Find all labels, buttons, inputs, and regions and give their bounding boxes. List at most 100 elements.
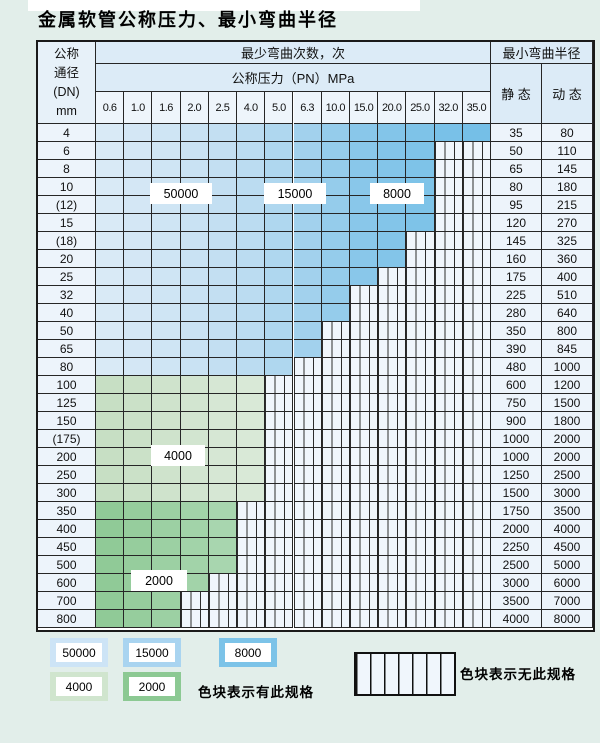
no-spec-cell (349, 574, 379, 592)
pressure-cell (180, 394, 209, 412)
no-spec-cell (378, 268, 407, 286)
static-cell: 65 (491, 160, 542, 178)
dynamic-cell: 1200 (542, 376, 593, 394)
pressure-cell (180, 556, 209, 574)
pressure-cell (265, 232, 294, 250)
pressure-cell (237, 358, 266, 376)
min-radius-header: 最小弯曲半径 (491, 42, 593, 64)
pressure-cell (96, 178, 125, 196)
pressure-cell (321, 142, 350, 160)
no-spec-cell (321, 376, 350, 394)
legend-no-spec-note: 色块表示无此规格 (460, 667, 576, 682)
no-spec-cell (434, 592, 463, 610)
pressure-cell (96, 448, 125, 466)
no-spec-cell (321, 520, 350, 538)
no-spec-cell (434, 268, 463, 286)
static-cell: 50 (491, 142, 542, 160)
pressure-cell (180, 124, 209, 142)
pressure-col-label: 0.6 (96, 92, 125, 124)
pressure-cell (237, 178, 266, 196)
no-spec-cell (208, 574, 238, 592)
scan-top-strip (28, 0, 420, 11)
no-spec-cell (378, 322, 407, 340)
no-spec-cell (462, 358, 491, 376)
pressure-cell (124, 142, 153, 160)
pressure-cell (293, 250, 322, 268)
pressure-cell (237, 484, 266, 502)
pressure-cell (265, 322, 294, 340)
pressure-cell (293, 322, 322, 340)
legend-no-spec-swatch (354, 652, 456, 696)
no-spec-cell (321, 556, 350, 574)
pressure-cell (293, 160, 322, 178)
no-spec-cell (378, 340, 407, 358)
dynamic-cell: 180 (542, 178, 593, 196)
no-spec-cell (406, 268, 435, 286)
pressure-cell (406, 214, 435, 232)
no-spec-cell (265, 412, 294, 430)
dn-cell: 450 (38, 538, 96, 556)
pressure-cell (96, 430, 125, 448)
pressure-cell (208, 142, 238, 160)
static-cell: 95 (491, 196, 542, 214)
pressure-cell (152, 484, 181, 502)
no-spec-cell (462, 214, 491, 232)
no-spec-cell (462, 340, 491, 358)
legend-swatch: 2000 (123, 672, 181, 701)
no-spec-cell (434, 556, 463, 574)
no-spec-cell (378, 412, 407, 430)
pressure-cell (237, 466, 266, 484)
no-spec-cell (406, 556, 435, 574)
dynamic-cell: 510 (542, 286, 593, 304)
pressure-cell (152, 268, 181, 286)
no-spec-cell (434, 358, 463, 376)
no-spec-cell (378, 610, 407, 628)
dynamic-cell: 1800 (542, 412, 593, 430)
pressure-cell (208, 124, 238, 142)
static-cell: 280 (491, 304, 542, 322)
bend-times-header: 最少弯曲次数，次 (96, 42, 491, 64)
no-spec-cell (406, 502, 435, 520)
static-cell: 2250 (491, 538, 542, 556)
pressure-cell (349, 142, 379, 160)
no-spec-cell (434, 430, 463, 448)
pressure-cell (237, 376, 266, 394)
pressure-cell (124, 466, 153, 484)
pressure-cell (124, 286, 153, 304)
dynamic-cell: 4500 (542, 538, 593, 556)
no-spec-cell (378, 358, 407, 376)
pressure-cell (378, 124, 407, 142)
dynamic-cell: 6000 (542, 574, 593, 592)
no-spec-cell (434, 286, 463, 304)
pressure-cell (208, 556, 238, 574)
static-cell: 175 (491, 268, 542, 286)
dn-cell: 125 (38, 394, 96, 412)
pressure-cell (124, 322, 153, 340)
legend-swatch-value: 8000 (225, 643, 271, 662)
pressure-cell (180, 484, 209, 502)
dn-cell: 800 (38, 610, 96, 628)
static-cell: 1750 (491, 502, 542, 520)
pressure-cell (378, 232, 407, 250)
no-spec-cell (321, 448, 350, 466)
pressure-cell (124, 304, 153, 322)
static-cell: 2000 (491, 520, 542, 538)
pressure-col-label: 32.0 (434, 92, 463, 124)
no-spec-cell (406, 340, 435, 358)
static-cell: 3000 (491, 574, 542, 592)
no-spec-cell (462, 250, 491, 268)
dynamic-cell: 145 (542, 160, 593, 178)
no-spec-cell (321, 394, 350, 412)
no-spec-cell (208, 592, 238, 610)
pressure-cell (96, 520, 125, 538)
pressure-cell (96, 286, 125, 304)
pressure-cell (237, 214, 266, 232)
no-spec-cell (321, 484, 350, 502)
pressure-cell (208, 340, 238, 358)
pressure-cell (180, 412, 209, 430)
static-cell: 4000 (491, 610, 542, 628)
pressure-cell (180, 214, 209, 232)
no-spec-cell (349, 484, 379, 502)
no-spec-cell (293, 574, 322, 592)
